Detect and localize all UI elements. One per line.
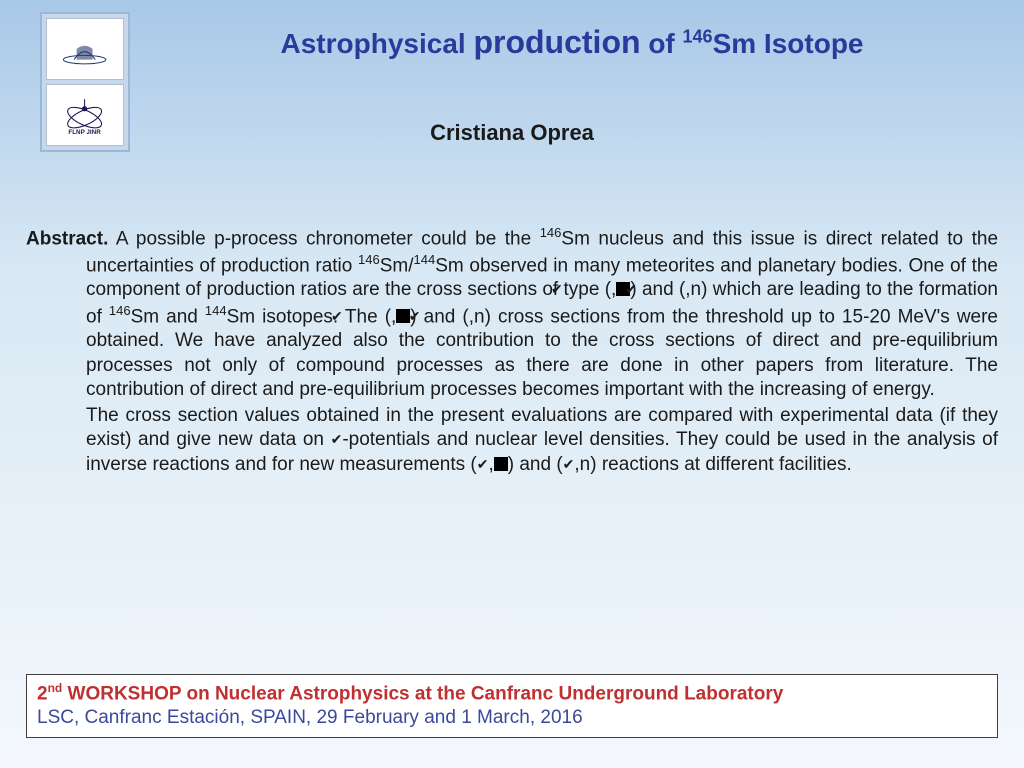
title-word-1: Astrophysical [281, 28, 466, 59]
slide-title: Astrophysical production of 146Sm Isotop… [150, 24, 994, 61]
abstract-lead: Abstract. [26, 228, 108, 249]
footer-box: 2nd WORKSHOP on Nuclear Astrophysics at … [26, 674, 998, 738]
author-name: Cristiana Oprea [0, 120, 1024, 146]
workshop-title: 2nd WORKSHOP on Nuclear Astrophysics at … [37, 681, 987, 705]
abstract-paragraph-2: The cross section values obtained in the… [26, 404, 998, 477]
workshop-location: LSC, Canfranc Estación, SPAIN, 29 Februa… [37, 707, 987, 729]
logo-top [46, 18, 124, 80]
abstract-block: Abstract. A possible p-process chronomet… [26, 225, 998, 479]
check-icon [563, 454, 575, 475]
check-icon [331, 429, 343, 450]
check-icon [477, 454, 489, 475]
box-icon [494, 457, 508, 471]
title-word-4: Sm Isotope [713, 28, 864, 59]
title-word-3: of [648, 28, 674, 59]
observatory-icon [58, 28, 111, 70]
title-word-2: production [473, 24, 640, 60]
title-superscript: 146 [683, 27, 713, 47]
abstract-paragraph-1: Abstract. A possible p-process chronomet… [26, 225, 998, 402]
